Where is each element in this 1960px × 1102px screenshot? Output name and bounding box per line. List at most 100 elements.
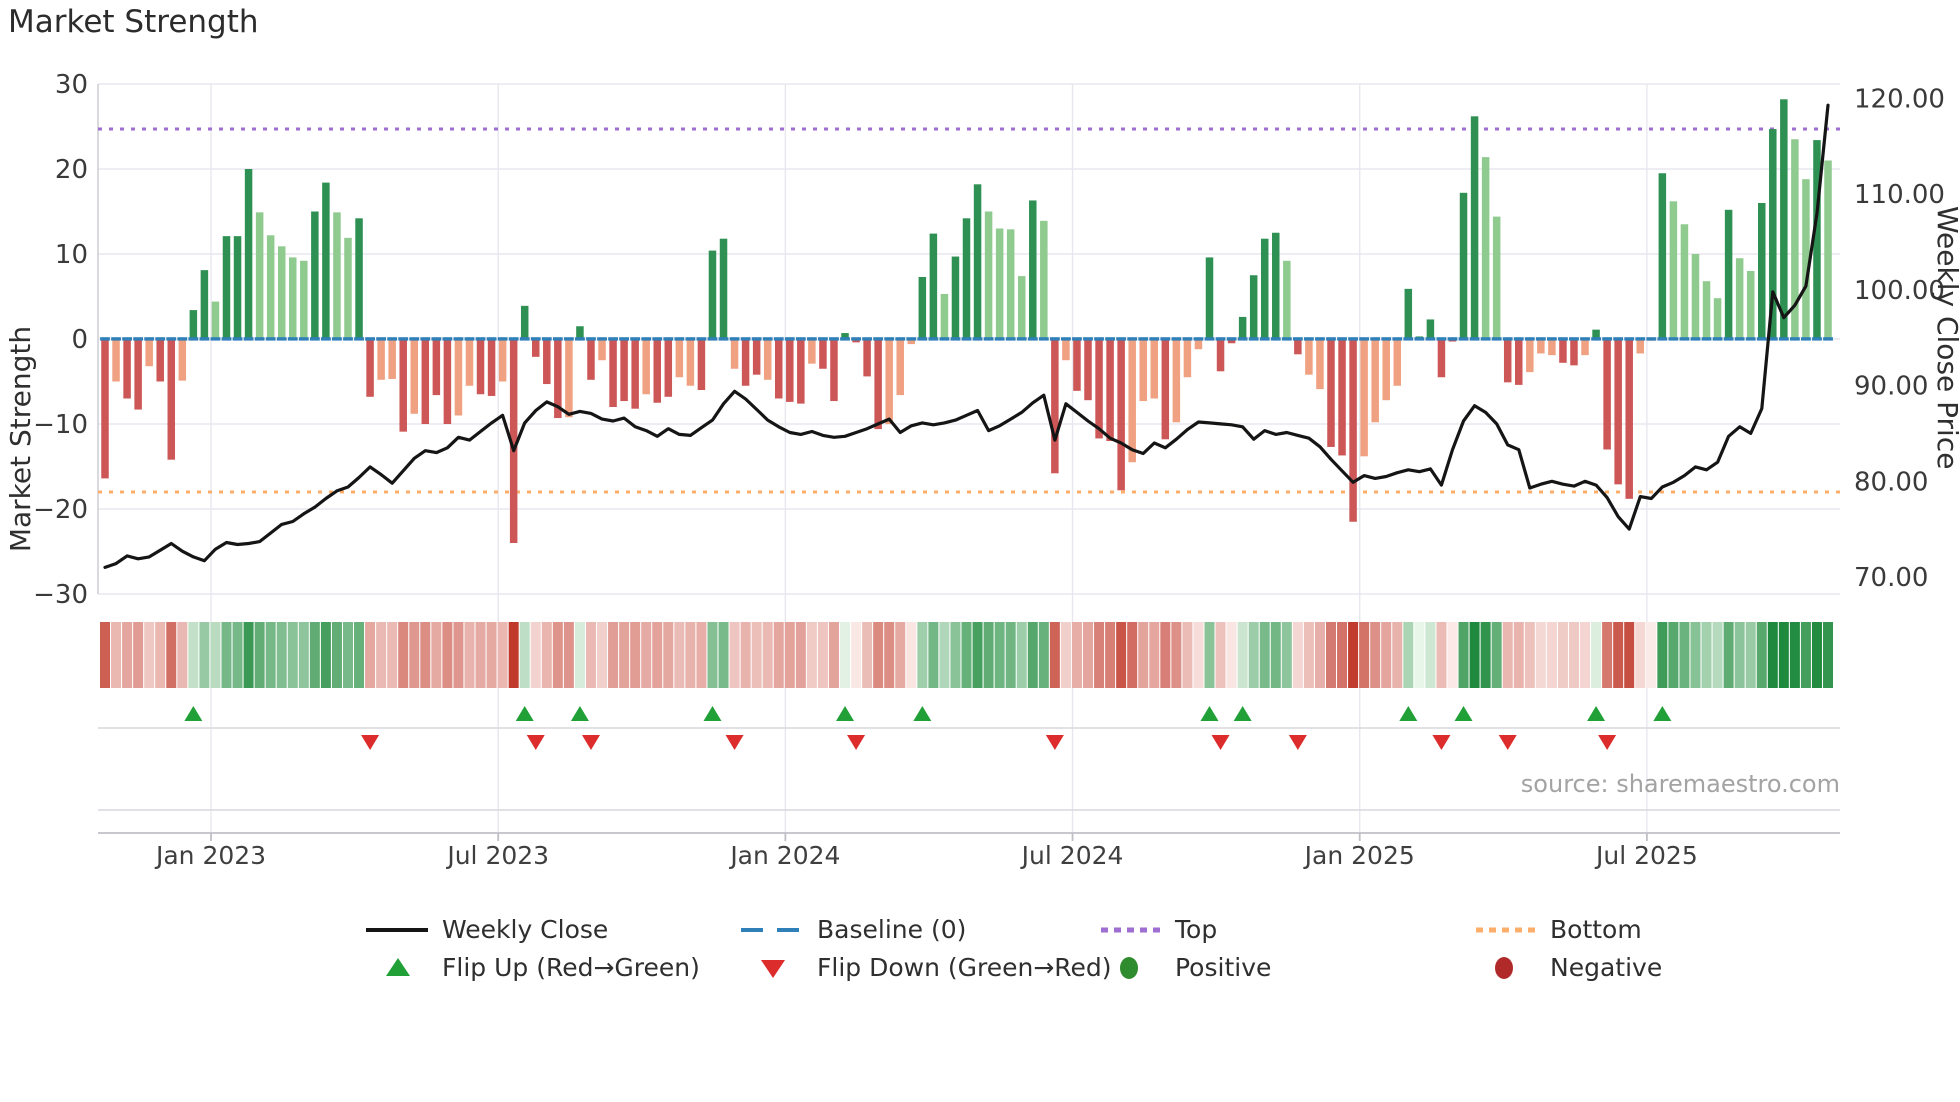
baseline-dash bbox=[332, 337, 342, 341]
baseline-dash bbox=[1315, 337, 1325, 341]
baseline-dash bbox=[1083, 337, 1093, 341]
heatmap-cell bbox=[1657, 622, 1668, 688]
baseline-dash bbox=[508, 337, 519, 341]
strength-bar bbox=[443, 339, 452, 424]
strength-bar bbox=[951, 256, 960, 339]
heatmap-cell bbox=[122, 622, 133, 688]
flip-up-marker-icon bbox=[1587, 706, 1606, 721]
baseline-dash bbox=[1546, 337, 1557, 341]
strength-bar bbox=[554, 339, 562, 419]
legend-label: Baseline (0) bbox=[817, 915, 966, 944]
strength-bar bbox=[1272, 232, 1280, 339]
heatmap-cell bbox=[1524, 622, 1535, 688]
strength-bar bbox=[1316, 339, 1324, 390]
heatmap-cell bbox=[1138, 622, 1149, 688]
heatmap-cell bbox=[541, 622, 552, 688]
baseline-dash bbox=[1226, 337, 1237, 341]
strength-bar bbox=[841, 333, 849, 339]
baseline-dash bbox=[409, 337, 420, 341]
flip-up-marker-icon bbox=[1200, 706, 1219, 721]
strength-bar bbox=[266, 235, 275, 339]
strength-bar bbox=[1570, 339, 1578, 366]
heatmap-cell bbox=[895, 622, 906, 688]
left-tick-label: −20 bbox=[33, 495, 88, 525]
heatmap-cell bbox=[1038, 622, 1049, 688]
strength-bar bbox=[664, 339, 673, 397]
baseline-dash bbox=[1591, 337, 1601, 341]
baseline-dash bbox=[1215, 337, 1226, 341]
baseline-dash bbox=[1469, 337, 1480, 341]
heatmap-cell bbox=[1823, 622, 1834, 688]
strength-bar bbox=[432, 339, 441, 396]
baseline-dash bbox=[265, 337, 276, 341]
baseline-dash bbox=[1823, 337, 1833, 341]
heatmap-cell bbox=[1568, 622, 1579, 688]
strength-bar bbox=[874, 339, 882, 430]
heatmap-cell bbox=[1502, 622, 1513, 688]
strength-bar bbox=[333, 212, 341, 339]
strength-bar bbox=[1746, 271, 1755, 339]
baseline-dash bbox=[795, 337, 806, 341]
legend-dot-swatch bbox=[1140, 927, 1147, 933]
flip-down-marker-icon bbox=[1288, 735, 1307, 750]
heatmap-cell bbox=[1458, 622, 1469, 688]
strength-bar bbox=[896, 339, 904, 396]
heatmap-cell bbox=[376, 622, 387, 688]
legend-dot-swatch bbox=[1489, 927, 1496, 933]
baseline-dash bbox=[254, 337, 265, 341]
strength-bar bbox=[708, 250, 717, 339]
strength-bar bbox=[1029, 200, 1037, 339]
heatmap-cell bbox=[1171, 622, 1182, 688]
heatmap-cell bbox=[552, 622, 563, 688]
baseline-dash bbox=[188, 337, 199, 341]
heatmap-cell bbox=[1613, 622, 1624, 688]
heatmap-cell bbox=[1591, 622, 1602, 688]
baseline-dash bbox=[1370, 337, 1381, 341]
heatmap-cell bbox=[1292, 622, 1303, 688]
strength-bar bbox=[885, 339, 893, 424]
heatmap-cell bbox=[210, 622, 221, 688]
heatmap-cell bbox=[740, 622, 751, 688]
baseline-dash bbox=[652, 337, 663, 341]
strength-bar bbox=[973, 184, 982, 339]
strength-bar bbox=[1503, 339, 1512, 383]
heatmap-cell bbox=[431, 622, 442, 688]
heatmap-cell bbox=[1149, 622, 1160, 688]
baseline-dash bbox=[1160, 337, 1171, 341]
heatmap-cell bbox=[851, 622, 862, 688]
x-tick-label: Jan 2024 bbox=[728, 841, 840, 870]
heatmap-cell bbox=[1557, 622, 1568, 688]
legend-dot-swatch bbox=[1515, 927, 1522, 933]
legend-label: Negative bbox=[1550, 953, 1662, 982]
heatmap-cell bbox=[1734, 622, 1745, 688]
legend-label: Bottom bbox=[1550, 915, 1642, 944]
heatmap-cell bbox=[1337, 622, 1348, 688]
strength-bar bbox=[1802, 179, 1810, 339]
baseline-dash bbox=[1668, 337, 1679, 341]
heatmap-cell bbox=[276, 622, 287, 688]
strength-bar bbox=[752, 339, 761, 375]
baseline-dash bbox=[1403, 337, 1414, 341]
flip-up-marker-icon bbox=[913, 706, 932, 721]
strength-bar bbox=[1702, 281, 1711, 339]
flip-up-marker-icon bbox=[1399, 706, 1418, 721]
strength-bar bbox=[1548, 339, 1556, 356]
legend-negative-icon bbox=[1495, 957, 1513, 979]
baseline-dash bbox=[1679, 337, 1690, 341]
heatmap-cell bbox=[1602, 622, 1613, 688]
baseline-dash bbox=[276, 337, 287, 341]
heatmap-cell bbox=[1800, 622, 1811, 688]
baseline-dash bbox=[1635, 337, 1646, 341]
strength-bar bbox=[189, 310, 198, 339]
strength-bar bbox=[421, 339, 430, 424]
strength-bar bbox=[686, 339, 695, 386]
heatmap-cell bbox=[619, 622, 630, 688]
heatmap-cell bbox=[1767, 622, 1778, 688]
right-tick-label: 100.00 bbox=[1854, 276, 1945, 306]
baseline-dash bbox=[1535, 337, 1546, 341]
heatmap-cell bbox=[486, 622, 497, 688]
baseline-dash bbox=[895, 337, 906, 341]
heatmap-cell bbox=[1491, 622, 1502, 688]
strength-bar bbox=[1216, 339, 1225, 372]
strength-bar bbox=[509, 339, 518, 543]
